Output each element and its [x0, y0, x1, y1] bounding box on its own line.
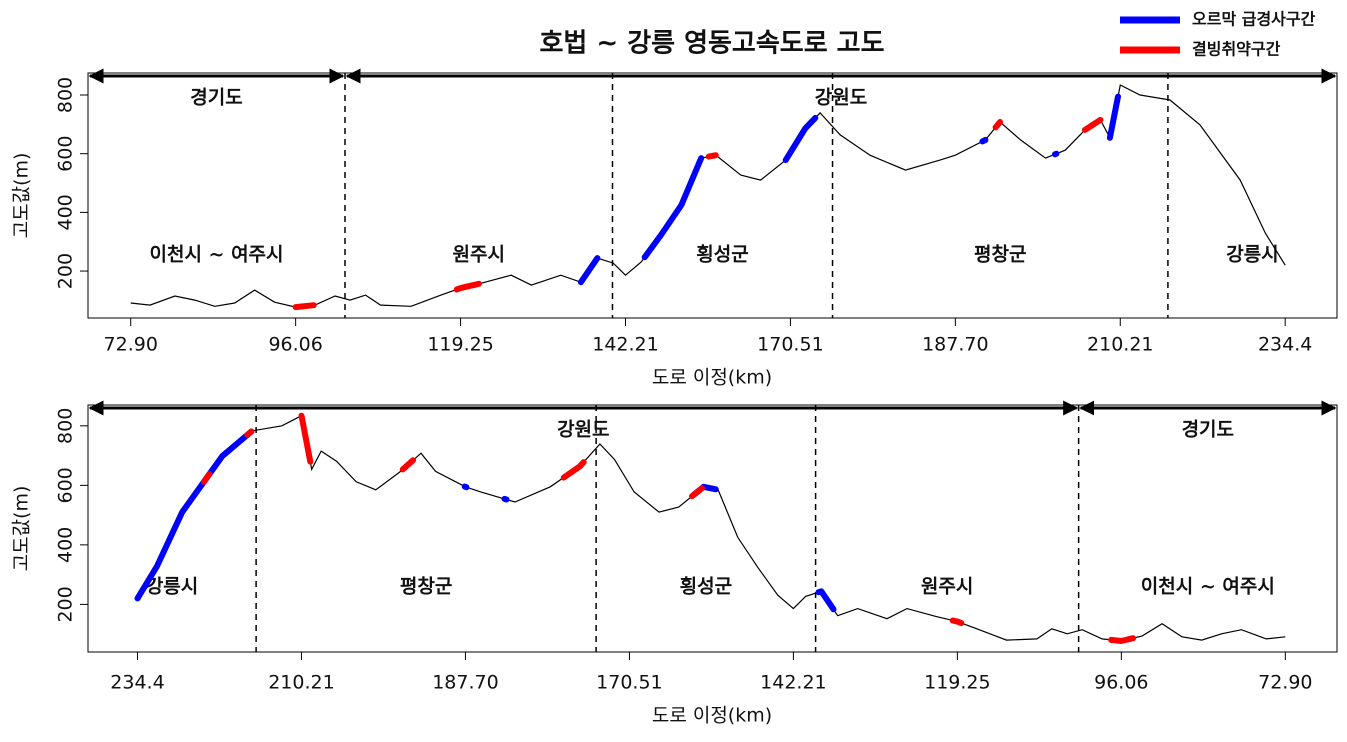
y-tick-label: 400 [55, 194, 77, 230]
highlight-segment [782, 114, 819, 164]
region-label: 원주시 [453, 244, 505, 266]
x-tick-label: 142.21 [760, 672, 826, 694]
highlight-segment [461, 483, 470, 491]
highlight-segment [815, 588, 837, 613]
plot-frame [87, 72, 1338, 319]
highlight-segment [453, 280, 482, 293]
x-tick-label: 187.70 [922, 334, 988, 356]
region-label: 이천시 ~ 여주시 [149, 244, 283, 266]
highlight-segment [1106, 93, 1121, 141]
highlight-segment [200, 471, 213, 485]
legend-label: 결빙취약구간 [1192, 40, 1281, 59]
highlight-segment [705, 152, 719, 160]
highlight-segment [992, 119, 1003, 131]
x-tick-label: 234.4 [110, 672, 164, 694]
x-tick-label: 170.51 [757, 334, 823, 356]
chart-title: 호법 ~ 강릉 영동고속도로 고도 [539, 29, 884, 59]
region-label: 원주시 [921, 576, 973, 598]
highlight-segment [501, 495, 510, 503]
highlight-segment [641, 155, 705, 261]
province-label: 강원도 [815, 87, 867, 109]
highlight-segment [298, 412, 314, 465]
highlight-segment [577, 255, 601, 286]
highlight-segment [244, 428, 255, 438]
x-tick-label: 96.06 [1094, 672, 1148, 694]
highlight-segment [949, 617, 965, 627]
y-tick-label: 800 [55, 408, 77, 444]
region-label: 횡성군 [696, 244, 748, 266]
x-tick-label: 210.21 [268, 672, 334, 694]
x-axis-label: 도로 이정(km) [652, 705, 772, 727]
province-label: 경기도 [190, 87, 242, 109]
highlight-segment [399, 457, 416, 473]
region-label: 평창군 [974, 244, 1026, 266]
y-tick-label: 800 [55, 77, 77, 113]
region-label: 강릉시 [146, 576, 198, 598]
profile-line [136, 414, 1286, 642]
x-tick-label: 119.25 [427, 334, 493, 356]
x-tick-label: 210.21 [1087, 334, 1153, 356]
y-tick-label: 200 [55, 253, 77, 289]
legend-label: 오르막 급경사구간 [1192, 10, 1316, 29]
y-tick-label: 600 [55, 136, 77, 172]
highlight-segment [1082, 116, 1104, 133]
y-axis-label: 고도값(m) [11, 153, 33, 239]
highlight-segment [1052, 150, 1060, 158]
region-label: 평창군 [400, 576, 452, 598]
plot-frame [87, 404, 1338, 653]
highlight-segment [134, 428, 255, 602]
x-tick-label: 72.90 [1258, 672, 1312, 694]
x-tick-label: 170.51 [596, 672, 662, 694]
region-label: 횡성군 [680, 576, 732, 598]
x-tick-label: 119.25 [924, 672, 990, 694]
x-tick-label: 72.90 [104, 334, 158, 356]
highlight-segment [979, 136, 989, 145]
province-label: 강원도 [557, 419, 609, 441]
y-tick-label: 200 [55, 586, 77, 622]
x-tick-label: 187.70 [432, 672, 498, 694]
x-tick-label: 142.21 [592, 334, 658, 356]
x-tick-label: 234.4 [1258, 334, 1312, 356]
highlight-segment [560, 459, 587, 481]
y-tick-label: 600 [55, 467, 77, 503]
region-label: 강릉시 [1226, 244, 1278, 266]
region-label: 이천시 ~ 여주시 [1141, 576, 1275, 598]
x-tick-label: 96.06 [268, 334, 322, 356]
y-tick-label: 400 [55, 527, 77, 563]
highlight-segment [1108, 635, 1137, 644]
y-axis-label: 고도값(m) [11, 486, 33, 572]
highlight-segment [292, 302, 317, 311]
highlight-segment [689, 485, 705, 500]
province-label: 경기도 [1182, 419, 1234, 441]
x-axis-label: 도로 이정(km) [652, 367, 772, 389]
